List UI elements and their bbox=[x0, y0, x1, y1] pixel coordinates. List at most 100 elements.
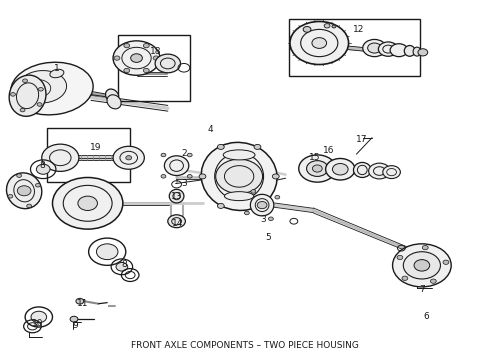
Circle shape bbox=[38, 87, 43, 91]
Circle shape bbox=[10, 93, 15, 96]
Text: 8: 8 bbox=[121, 260, 127, 269]
Circle shape bbox=[422, 246, 428, 250]
Text: FRONT AXLE COMPONENTS – TWO PIECE HOUSING: FRONT AXLE COMPONENTS – TWO PIECE HOUSIN… bbox=[131, 341, 359, 350]
Circle shape bbox=[187, 153, 192, 157]
Circle shape bbox=[430, 279, 436, 283]
Circle shape bbox=[161, 153, 166, 157]
Circle shape bbox=[144, 44, 149, 48]
Circle shape bbox=[257, 202, 267, 209]
Circle shape bbox=[124, 68, 130, 73]
Text: 18: 18 bbox=[150, 47, 162, 56]
Circle shape bbox=[383, 166, 400, 179]
Circle shape bbox=[390, 44, 408, 57]
Circle shape bbox=[392, 244, 451, 287]
Ellipse shape bbox=[404, 45, 415, 56]
Circle shape bbox=[78, 196, 98, 211]
Circle shape bbox=[27, 204, 31, 208]
Circle shape bbox=[269, 217, 273, 221]
Ellipse shape bbox=[164, 156, 189, 176]
Circle shape bbox=[218, 144, 224, 149]
Circle shape bbox=[378, 42, 398, 56]
Circle shape bbox=[326, 158, 355, 180]
Circle shape bbox=[70, 316, 78, 322]
Text: 6: 6 bbox=[423, 312, 429, 321]
Text: 17: 17 bbox=[356, 135, 367, 144]
Circle shape bbox=[116, 262, 128, 271]
Circle shape bbox=[272, 174, 279, 179]
Text: 2: 2 bbox=[181, 149, 187, 158]
Circle shape bbox=[31, 311, 47, 323]
Circle shape bbox=[368, 43, 381, 53]
Circle shape bbox=[254, 203, 261, 208]
Circle shape bbox=[443, 260, 449, 264]
Circle shape bbox=[17, 174, 22, 177]
Ellipse shape bbox=[105, 89, 119, 102]
Ellipse shape bbox=[201, 143, 277, 211]
Circle shape bbox=[275, 195, 280, 199]
Circle shape bbox=[35, 184, 40, 187]
Bar bbox=[118, 35, 190, 101]
Circle shape bbox=[114, 56, 120, 60]
Circle shape bbox=[402, 276, 408, 280]
Ellipse shape bbox=[18, 71, 67, 103]
Text: 8: 8 bbox=[39, 161, 45, 170]
Circle shape bbox=[251, 190, 256, 193]
Ellipse shape bbox=[353, 162, 371, 177]
Ellipse shape bbox=[224, 192, 254, 201]
Bar bbox=[289, 19, 420, 76]
Circle shape bbox=[113, 146, 145, 169]
Circle shape bbox=[397, 255, 403, 260]
Circle shape bbox=[26, 81, 44, 94]
Circle shape bbox=[52, 177, 123, 229]
Ellipse shape bbox=[107, 95, 121, 109]
Ellipse shape bbox=[9, 75, 46, 116]
Circle shape bbox=[312, 38, 327, 48]
Circle shape bbox=[245, 211, 249, 215]
Circle shape bbox=[414, 260, 430, 271]
Text: 1: 1 bbox=[54, 64, 60, 73]
Text: 10: 10 bbox=[31, 319, 43, 328]
Circle shape bbox=[124, 44, 130, 48]
Circle shape bbox=[126, 156, 132, 160]
Circle shape bbox=[168, 215, 185, 228]
Circle shape bbox=[307, 161, 328, 176]
Circle shape bbox=[324, 24, 330, 28]
Circle shape bbox=[161, 175, 166, 178]
Ellipse shape bbox=[250, 194, 274, 216]
Circle shape bbox=[418, 49, 428, 56]
Text: 16: 16 bbox=[323, 146, 335, 155]
Circle shape bbox=[254, 144, 261, 149]
Ellipse shape bbox=[413, 47, 421, 56]
Bar bbox=[47, 128, 130, 182]
Circle shape bbox=[332, 25, 336, 28]
Circle shape bbox=[97, 244, 118, 260]
Circle shape bbox=[368, 163, 390, 179]
Circle shape bbox=[218, 203, 224, 208]
Text: 5: 5 bbox=[266, 233, 271, 242]
Ellipse shape bbox=[50, 69, 64, 78]
Circle shape bbox=[131, 54, 143, 62]
Circle shape bbox=[144, 68, 149, 73]
Circle shape bbox=[113, 41, 160, 75]
Circle shape bbox=[216, 159, 263, 194]
Circle shape bbox=[363, 40, 386, 57]
Circle shape bbox=[42, 144, 79, 171]
Circle shape bbox=[403, 252, 441, 279]
Circle shape bbox=[299, 155, 336, 182]
Ellipse shape bbox=[6, 173, 42, 209]
Ellipse shape bbox=[11, 62, 93, 115]
Circle shape bbox=[76, 298, 84, 304]
Text: 19: 19 bbox=[90, 143, 102, 152]
Text: 13: 13 bbox=[171, 192, 182, 201]
Circle shape bbox=[313, 165, 322, 172]
Text: 3: 3 bbox=[181, 179, 187, 188]
Circle shape bbox=[153, 56, 159, 60]
Circle shape bbox=[332, 163, 348, 175]
Circle shape bbox=[8, 194, 13, 198]
Circle shape bbox=[290, 22, 348, 64]
Circle shape bbox=[17, 186, 31, 196]
Circle shape bbox=[37, 103, 42, 106]
Text: 11: 11 bbox=[77, 299, 89, 308]
Circle shape bbox=[23, 79, 27, 82]
Text: 15: 15 bbox=[309, 153, 320, 162]
